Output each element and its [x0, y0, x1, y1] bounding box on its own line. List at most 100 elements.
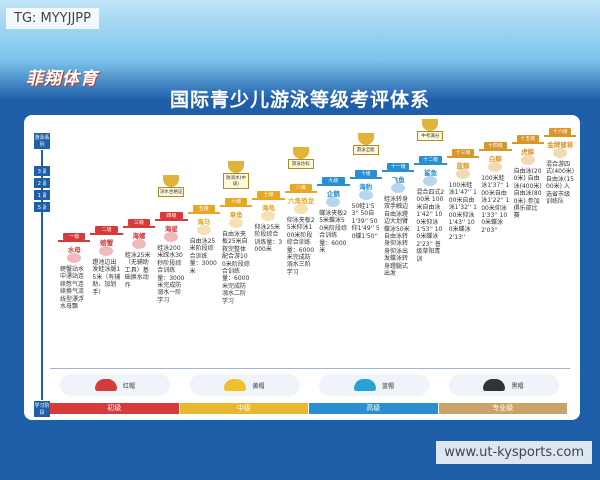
trophy-label: 游泳全能 — [352, 145, 379, 155]
level-desc: 蛙泳转身双手触边自由泳蹬边大划臂蝶泳50米自由泳转身仰泳转身仰泳出发蝶泳转身蹬腿… — [384, 196, 410, 278]
level-name: 虎鲸 — [521, 148, 535, 156]
axis-line — [41, 150, 43, 400]
level-grade: 八级 — [289, 184, 313, 191]
level-name: 鲨鱼 — [424, 169, 438, 177]
level-icon — [455, 169, 470, 179]
cap-badge: 黄帽 — [189, 374, 300, 396]
step — [382, 170, 415, 172]
level-icon — [164, 232, 179, 242]
step — [58, 240, 91, 242]
cap: 蓝帽 — [319, 374, 429, 396]
level-name: 六角恐龙 — [287, 197, 314, 205]
stage: 初级 — [50, 403, 179, 414]
step — [349, 177, 382, 179]
cap-badge: 蓝帽 — [319, 374, 429, 396]
level-icon — [391, 183, 405, 193]
step — [479, 149, 512, 151]
trophy-label: 中考满分 — [417, 131, 444, 141]
level-name: 螃蟹 — [100, 239, 114, 247]
step — [187, 212, 220, 214]
level-grade: 十三级 — [451, 149, 475, 156]
level-name: 金牌健将 — [547, 141, 574, 149]
step — [220, 205, 253, 207]
level-grade: 七级 — [257, 191, 280, 198]
level-grade: 二级 — [95, 226, 118, 233]
cap: 红帽 — [60, 374, 170, 396]
level-icon — [520, 155, 535, 165]
level-icon — [229, 218, 243, 228]
cap: 黑帽 — [448, 374, 559, 396]
level-icon — [261, 211, 276, 221]
level-name: 飞鱼 — [391, 176, 405, 184]
level-name: 海螺 — [132, 232, 146, 240]
level-grade: 六级 — [225, 198, 248, 205]
level-icon — [196, 225, 211, 235]
level-desc: 50蛙1'53'' 50自1'39'' 50仰1'49'' 50蝶1'50'' — [351, 203, 380, 240]
cap-label: 黑帽 — [511, 382, 524, 390]
trophy-cup — [422, 119, 439, 131]
step — [414, 163, 447, 165]
trophy: 防溺水(中级) — [223, 161, 249, 189]
cap-label: 红帽 — [122, 382, 135, 390]
level-name: 海马 — [197, 218, 211, 226]
trophy: 中考满分 — [417, 119, 444, 141]
divider — [50, 368, 570, 369]
level-icon — [293, 204, 308, 214]
level-name: 蓝鲸 — [456, 162, 470, 170]
level-icon — [131, 239, 146, 249]
cap-icon — [353, 379, 376, 391]
level-desc: 混合游四式(400米) 自由泳(1500米) 入选省市级训练队 — [546, 161, 575, 206]
level-name: 白鲸 — [488, 155, 502, 163]
level-desc: 仰泳夹板25米仰泳100米阶段综合训练量：6000米完成防溺水三阶学习 — [286, 217, 315, 276]
level-name: 海星 — [164, 225, 178, 233]
axis-bottom: 学习阶段 — [34, 401, 50, 417]
level-desc: 仰泳25米阶段综合训练量：3000米 — [254, 224, 283, 254]
step — [90, 233, 123, 235]
cap: 黄帽 — [189, 374, 300, 396]
level-icon — [488, 162, 503, 172]
logo: 菲翔体育 — [26, 69, 98, 89]
trophy-label: 防溺水(中级) — [223, 173, 249, 189]
stage: 中级 — [179, 403, 308, 414]
level-desc: 自由泳25米阶段综合训练量：3000米 — [189, 238, 217, 275]
trophy-label: 深水合格证 — [158, 187, 185, 197]
stage: 高级 — [309, 403, 438, 414]
trophy-cup — [292, 147, 309, 159]
level-desc: 混合四式200米 100米自由泳1'42'' 100米仰泳1'53'' 100米… — [416, 189, 445, 263]
level-name: 企鹅 — [326, 190, 340, 198]
title: 国际青少儿游泳等级考评体系 — [169, 89, 430, 111]
level-name: 水母 — [67, 246, 81, 254]
level-icon — [423, 176, 438, 186]
trophy-cup — [228, 161, 244, 173]
level-desc: 螃蟹站水中漂站连续憋气连续换气流线型漂浮水母飘 — [60, 266, 85, 311]
level-icon — [326, 197, 341, 207]
site-url: www.ut-kysports.com — [436, 441, 592, 464]
step — [511, 142, 544, 144]
trophy: 游泳达标 — [287, 147, 314, 169]
level-grade: 十级 — [354, 170, 377, 177]
level-desc: 蛙泳200米踩水30秒阶段综合训练量：3000米完成防溺水一阶学习 — [157, 245, 185, 304]
step — [544, 135, 577, 137]
level-icon — [553, 148, 567, 158]
level-grade: 九级 — [322, 177, 345, 184]
step — [284, 191, 318, 193]
level-name: 章鱼 — [229, 211, 243, 219]
level-name: 海龟 — [262, 204, 276, 212]
cap-icon — [483, 379, 506, 391]
cap-badge: 红帽 — [60, 374, 170, 396]
step — [252, 198, 285, 200]
level-grade: 五级 — [192, 205, 215, 212]
cap-label: 黄帽 — [252, 382, 265, 390]
level-desc: 蛙泳25米（无辅助工具）基础换水动作 — [124, 252, 151, 289]
cap-icon — [94, 379, 117, 391]
cap-badge: 黑帽 — [448, 374, 559, 396]
step — [122, 226, 156, 228]
level-icon — [358, 190, 373, 200]
level-desc: 蝶泳夹板25米蝶泳50米阶段综合训练量：6000米 — [319, 210, 348, 255]
level-icon — [99, 246, 114, 256]
step — [155, 219, 188, 221]
level-grade: 十二级 — [419, 156, 442, 163]
trophy: 游泳全能 — [352, 133, 379, 155]
level-desc: 100米蛙泳1'37'' 100米自由泳1'22'' 100米仰泳1'33'' … — [481, 175, 510, 234]
